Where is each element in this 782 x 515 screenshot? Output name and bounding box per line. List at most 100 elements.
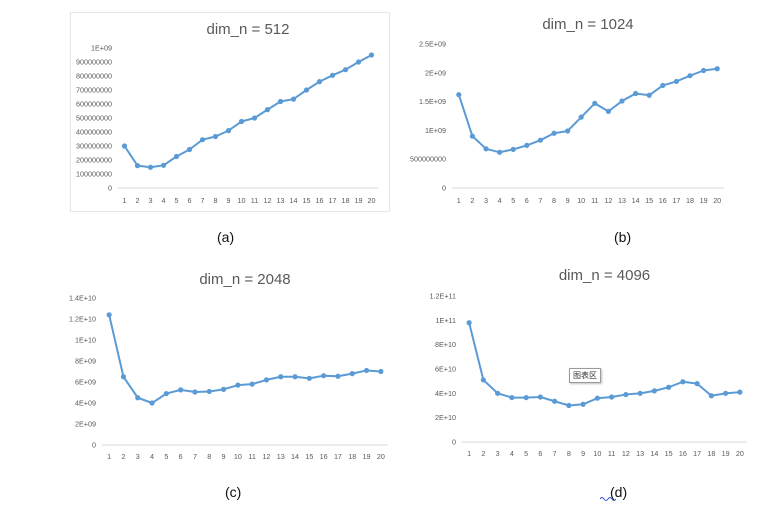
chart-b-data-point [537,137,543,143]
chart-a-y-tick-label: 500000000 [76,114,112,123]
chart-c-data-point [306,375,312,381]
chart-b-data-point [483,146,489,152]
chart-b-x-tick-label: 9 [566,196,570,205]
chart-c-x-tick-label: 9 [222,452,226,461]
chart-d-data-point [509,394,515,401]
chart-a-y-tick-label: 800000000 [76,72,112,81]
chart-c-data-point [335,373,341,379]
chart-b-data-point [551,130,557,136]
chart-a-x-tick-label: 12 [264,196,272,205]
chart-c-series-line [108,314,381,404]
chart-d-data-point [637,390,643,396]
chart-a-y-tick-label: 200000000 [76,156,112,165]
chart-b-data-point [633,90,639,97]
chart-c-data-point [206,388,212,395]
chart-d-y-tick-label: 8E+10 [435,340,456,349]
chart-c-x-tick-label: 14 [291,452,299,461]
chart-c-data-point [220,386,227,392]
chart-a-data-point [147,164,154,170]
chart-c-svg: dim_n = 2048 0 2E+09 4E+09 6E+09 8E+09 1E+10 1.… [69,271,388,461]
chart-panel-b: dim_n = 1024 0 500000000 1E+09 1.5E+09 2E+09 2… [402,12,742,212]
chart-d-data-point [737,389,743,395]
chart-a-svg: dim_n = 512 0 100000000 200000000 300000000 4… [70,12,390,212]
chart-c-x-tick-label: 10 [234,452,242,461]
chart-c-y-tick-label: 1.2E+10 [69,315,96,324]
chart-d-x-tick-label: 8 [567,449,571,458]
chart-d-x-tick-label: 14 [650,449,658,458]
chart-area-tooltip: 图表区 [569,368,601,383]
chart-d-x-tick-label: 10 [593,449,601,458]
chart-d-data-point [466,320,472,326]
chart-b-x-tick-label: 16 [659,196,667,205]
chart-b-data-point [524,142,530,148]
chart-d-x-tick-label: 2 [481,449,485,458]
chart-a-x-tick-label: 9 [227,196,231,205]
chart-b-x-tick-label: 20 [713,196,721,205]
chart-a-data-point [225,128,232,134]
chart-c-data-point [263,377,270,383]
chart-d-x-tick-label: 5 [524,449,528,458]
chart-b-data-point [619,98,625,104]
chart-d-x-tick-label: 11 [608,449,615,458]
chart-d-x-tick-label: 19 [722,449,730,458]
chart-a-data-point [355,59,362,65]
chart-a-y-tick-label: 600000000 [76,100,112,109]
chart-a-data-point [329,72,336,78]
chart-a-x-tick-label: 5 [175,196,179,205]
chart-d-data-point [723,390,729,396]
chart-c-x-tick-label: 19 [363,452,371,461]
chart-b-y-tick-label: 2E+09 [425,68,446,77]
chart-d-data-point [495,390,501,396]
chart-d-x-tick-label: 16 [679,449,687,458]
chart-d-data-point [480,377,486,383]
chart-d-data-point [523,394,529,401]
caption-b: (b) [614,229,632,245]
spellcheck-squiggle [600,497,616,501]
chart-c-data-point [292,374,298,380]
chart-d-x-tick-label: 4 [510,449,514,458]
chart-a-data-point [160,162,167,168]
chart-a-x-tick-label: 4 [162,196,166,205]
chart-a-x-tick-label: 13 [277,196,285,205]
chart-b-y-tick-label: 0 [442,184,446,193]
chart-c-x-tick-label: 16 [320,452,328,461]
chart-d-x-tick-label: 15 [665,449,673,458]
chart-b-y-tick-label: 1E+09 [425,126,446,135]
chart-c-y-tick-label: 0 [92,441,96,450]
chart-c-x-tick-label: 1 [107,452,111,461]
chart-d-x-tick-label: 20 [736,449,744,458]
chart-d-y-tick-label: 6E+10 [435,365,456,374]
chart-b-x-tick-label: 13 [618,196,626,205]
chart-d-data-point [552,398,558,404]
chart-c-title: dim_n = 2048 [199,271,290,288]
chart-b-data-point [592,100,598,106]
chart-d-title: dim_n = 4096 [559,267,650,284]
chart-b-data-point [660,82,666,89]
chart-d-x-tick-label: 18 [707,449,715,458]
chart-a-x-tick-label: 6 [188,196,192,205]
chart-c-data-point [321,373,327,379]
chart-panel-a: dim_n = 512 0 100000000 200000000 300000000 4… [70,12,390,212]
chart-b-x-tick-label: 3 [484,196,488,205]
chart-c-x-tick-label: 18 [348,452,356,461]
chart-a-data-point [316,79,323,85]
chart-a-data-point [251,115,258,121]
chart-b-x-tick-label: 12 [604,196,612,205]
chart-b-data-point [565,128,571,134]
chart-a-x-tick-label: 10 [238,196,246,205]
chart-a-data-point [173,153,180,160]
chart-c-x-tick-label: 11 [248,452,255,461]
chart-a-x-tick-label: 15 [303,196,311,205]
chart-b-y-tick-label: 2.5E+09 [419,40,446,49]
chart-a-data-point [264,107,271,113]
chart-a-x-tick-label: 11 [251,196,258,205]
chart-b-x-tick-label: 10 [577,196,585,205]
chart-b-x-tick-label: 11 [591,196,598,205]
chart-a-y-tick-label: 1E+09 [91,44,112,53]
chart-b-x-tick-label: 1 [457,196,461,205]
chart-b-data-point [578,114,584,120]
chart-c-y-tick-label: 2E+09 [75,420,96,429]
chart-a-x-tick-label: 20 [368,196,376,205]
caption-d: (d) [610,484,628,500]
chart-d-x-tick-label: 9 [581,449,585,458]
